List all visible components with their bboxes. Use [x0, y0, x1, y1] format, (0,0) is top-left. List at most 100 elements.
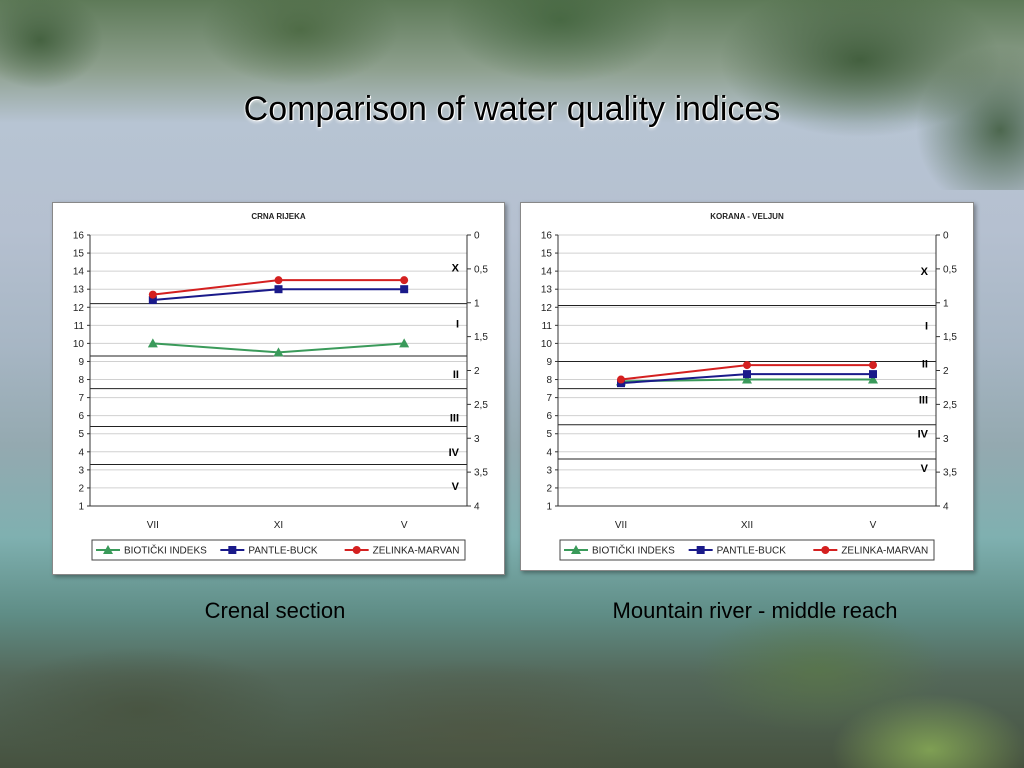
- legend-marker: [821, 546, 830, 554]
- y-tick-label: 15: [541, 249, 553, 260]
- background-lake-bed: [0, 560, 1024, 768]
- x-tick-label: VII: [615, 520, 627, 531]
- y-tick-label: 7: [78, 393, 84, 404]
- y2-tick-label: 1,5: [943, 332, 957, 343]
- legend: BIOTIČKI INDEKS PANTLE-BUCK ZELINKA-MARVAN: [91, 539, 466, 561]
- y-tick-label: 6: [546, 411, 552, 422]
- data-point: [868, 374, 878, 384]
- data-point: [400, 285, 409, 294]
- series-zelinka-marvan: [148, 276, 409, 299]
- y2-tick-label: 1,5: [474, 332, 488, 343]
- legend-marker: [571, 545, 581, 554]
- class-label: V: [452, 481, 460, 493]
- legend-label: ZELINKA-MARVAN: [373, 546, 460, 557]
- y-tick-label: 1: [546, 502, 552, 513]
- x-tick-label: V: [870, 520, 877, 531]
- class-label: X: [452, 263, 460, 275]
- y2-tick-label: 0,5: [943, 264, 957, 275]
- chart-panel-korana-veljun: KORANA - VELJUN 1 2 3 4 5 6 7 8 9 10 11 12 13 14 15 16 0 0…: [520, 202, 974, 571]
- y2-tick-label: 0: [943, 231, 949, 242]
- chart-title: CRNA RIJEKA: [251, 212, 306, 221]
- data-point: [399, 338, 410, 348]
- y2-tick-label: 2: [474, 366, 480, 377]
- y-tick-label: 9: [78, 357, 84, 368]
- class-label: IV: [918, 429, 929, 441]
- data-point: [147, 338, 158, 348]
- y-tick-label: 14: [541, 267, 553, 278]
- data-point: [400, 276, 409, 285]
- y-tick-label: 16: [73, 231, 85, 242]
- series-pantle-buck: [148, 285, 409, 305]
- y-tick-label: 11: [74, 321, 85, 332]
- data-point: [743, 361, 751, 370]
- y-tick-label: 8: [78, 375, 84, 386]
- y-tick-label: 13: [73, 285, 85, 296]
- series-bioti-ki-indeks: [147, 338, 410, 357]
- x-tick-label: VII: [147, 520, 159, 531]
- legend-box: [559, 539, 935, 561]
- y-tick-label: 10: [541, 339, 553, 350]
- y-tick-label: 7: [546, 393, 552, 404]
- y-tick-label: 15: [73, 249, 85, 260]
- legend-label: PANTLE-BUCK: [248, 546, 318, 557]
- class-label: III: [919, 394, 928, 406]
- x-tick-label: V: [401, 520, 408, 531]
- y2-tick-label: 2: [943, 366, 949, 377]
- y2-tick-label: 1: [474, 298, 480, 309]
- y-tick-label: 13: [541, 285, 553, 296]
- y-tick-label: 16: [541, 231, 553, 242]
- class-label: X: [921, 266, 929, 278]
- y-tick-label: 3: [78, 465, 84, 476]
- y2-tick-label: 3: [474, 434, 480, 445]
- chart-title: KORANA - VELJUN: [710, 212, 784, 221]
- y2-tick-label: 0,5: [474, 264, 488, 275]
- data-point: [869, 370, 877, 379]
- legend-label: ZELINKA-MARVAN: [841, 546, 928, 557]
- data-point: [273, 347, 284, 357]
- x-tick-label: XII: [741, 520, 753, 531]
- y2-tick-label: 3,5: [943, 468, 957, 479]
- class-label: II: [922, 358, 928, 370]
- data-point: [274, 285, 283, 294]
- legend-label: BIOTIČKI INDEKS: [124, 544, 207, 557]
- legend-label: BIOTIČKI INDEKS: [592, 544, 675, 557]
- y2-tick-label: 4: [943, 502, 949, 513]
- caption-mountain-river: Mountain river - middle reach: [612, 598, 898, 623]
- series-zelinka-marvan: [617, 361, 877, 384]
- legend-box: [91, 539, 466, 561]
- legend-marker: [352, 546, 361, 554]
- y2-tick-label: 0: [474, 231, 480, 242]
- legend-marker: [228, 546, 237, 554]
- class-label: I: [925, 320, 928, 332]
- data-point: [742, 374, 752, 384]
- legend-label: PANTLE-BUCK: [717, 546, 787, 557]
- y-tick-label: 6: [78, 411, 84, 422]
- data-point: [274, 276, 283, 285]
- y-tick-label: 8: [546, 375, 552, 386]
- legend-marker: [103, 545, 113, 554]
- y2-tick-label: 3: [943, 434, 949, 445]
- data-point: [148, 290, 157, 299]
- class-label: II: [453, 369, 459, 381]
- y-tick-label: 11: [542, 321, 553, 332]
- class-label: III: [450, 412, 459, 424]
- class-label: V: [921, 463, 929, 475]
- y-tick-label: 3: [546, 465, 552, 476]
- y-tick-label: 5: [546, 429, 552, 440]
- y2-tick-label: 4: [474, 502, 480, 513]
- chart-panel-crna-rijeka: CRNA RIJEKA 1 2 3 4 5 6 7 8 9 10 11 12 13 14 15 16 0 0,5 1 1…: [52, 202, 505, 575]
- caption-crenal-section: Crenal section: [204, 598, 346, 623]
- y-tick-label: 4: [546, 447, 552, 458]
- legend: BIOTIČKI INDEKS PANTLE-BUCK ZELINKA-MARVAN: [559, 539, 935, 561]
- data-point: [743, 370, 751, 379]
- y2-tick-label: 1: [943, 298, 949, 309]
- y-tick-label: 12: [73, 303, 85, 314]
- y-tick-label: 4: [78, 447, 84, 458]
- data-point: [148, 296, 157, 305]
- y-tick-label: 14: [73, 267, 85, 278]
- y-tick-label: 2: [78, 483, 84, 494]
- y-tick-label: 1: [78, 502, 84, 513]
- x-tick-label: XI: [274, 520, 283, 531]
